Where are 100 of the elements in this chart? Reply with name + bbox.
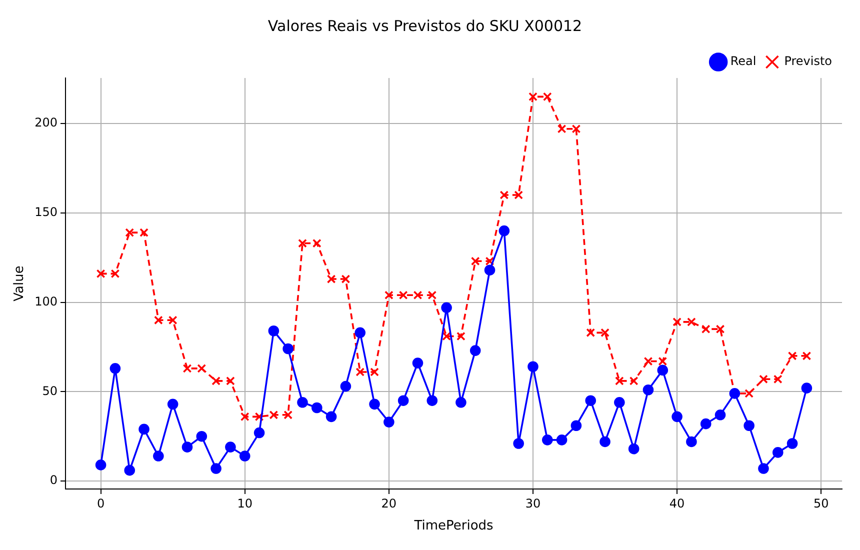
point <box>801 382 812 394</box>
y-tick-label: 100 <box>34 294 58 308</box>
point <box>412 358 424 368</box>
point <box>182 442 193 452</box>
point <box>326 411 337 422</box>
point <box>657 364 668 376</box>
point <box>153 450 164 462</box>
point <box>212 376 220 386</box>
point <box>340 380 352 392</box>
point <box>658 356 668 366</box>
point <box>542 92 552 102</box>
point <box>716 324 725 334</box>
point <box>614 376 624 386</box>
point <box>210 463 222 474</box>
point <box>110 363 121 374</box>
x-tick-label: 40 <box>669 496 685 510</box>
point <box>773 374 782 384</box>
point <box>369 398 380 410</box>
point <box>484 264 496 276</box>
x-axis-title: TimePeriods <box>413 518 494 534</box>
point <box>312 238 322 248</box>
point <box>772 447 784 458</box>
point <box>528 92 538 102</box>
legend-label: Previsto <box>784 54 832 68</box>
x-tick-label: 30 <box>525 496 541 510</box>
point <box>642 384 654 396</box>
point <box>744 420 754 432</box>
point <box>644 356 653 366</box>
point <box>585 395 596 406</box>
point <box>95 460 106 470</box>
point <box>168 316 178 325</box>
point <box>413 290 422 300</box>
point <box>240 412 250 422</box>
point <box>326 274 336 284</box>
point <box>456 332 466 341</box>
point <box>672 318 682 326</box>
point <box>441 302 452 314</box>
point <box>687 318 696 326</box>
point <box>356 368 365 376</box>
point <box>514 190 524 200</box>
y-tick-label: 0 <box>50 473 58 488</box>
point <box>744 389 754 398</box>
point <box>226 376 235 386</box>
y-axis-title: Value <box>12 266 28 302</box>
point <box>154 316 163 325</box>
point <box>557 124 566 134</box>
point <box>470 345 481 356</box>
point <box>513 438 524 449</box>
point <box>354 327 366 338</box>
point <box>759 374 768 384</box>
point <box>254 412 264 422</box>
point <box>542 434 553 446</box>
point <box>182 364 192 373</box>
point <box>614 396 625 408</box>
point <box>600 436 610 448</box>
point <box>398 395 409 406</box>
point <box>282 343 294 354</box>
point <box>110 269 120 278</box>
point <box>786 438 798 449</box>
point <box>700 418 712 430</box>
point <box>125 228 134 237</box>
point <box>311 402 322 414</box>
point <box>341 274 350 284</box>
point <box>254 427 265 438</box>
point <box>124 464 136 476</box>
point <box>370 368 379 376</box>
point <box>500 190 509 200</box>
point <box>138 424 150 435</box>
point <box>167 398 178 410</box>
point <box>788 351 797 360</box>
point <box>384 290 394 300</box>
y-tick-label: 200 <box>34 116 58 130</box>
point <box>485 256 494 266</box>
x-tick-label: 10 <box>237 496 252 510</box>
legend-label: Real <box>730 54 756 68</box>
point <box>714 410 726 420</box>
point <box>297 396 308 408</box>
point <box>456 396 466 408</box>
point <box>802 351 812 360</box>
point <box>758 463 769 474</box>
point <box>586 328 596 338</box>
point <box>269 410 278 420</box>
point <box>298 238 307 248</box>
y-tick-label: 150 <box>34 205 58 220</box>
point <box>196 430 208 442</box>
point <box>140 228 148 237</box>
point <box>398 290 408 300</box>
point <box>96 269 106 278</box>
point <box>284 410 293 420</box>
point <box>197 364 206 373</box>
point <box>556 434 568 446</box>
point <box>428 290 437 300</box>
point <box>572 124 581 134</box>
point <box>225 442 236 452</box>
x-tick-label: 0 <box>96 496 105 510</box>
point <box>528 361 538 372</box>
point <box>498 225 510 236</box>
point <box>470 256 480 266</box>
point <box>570 420 582 432</box>
point <box>384 416 394 428</box>
